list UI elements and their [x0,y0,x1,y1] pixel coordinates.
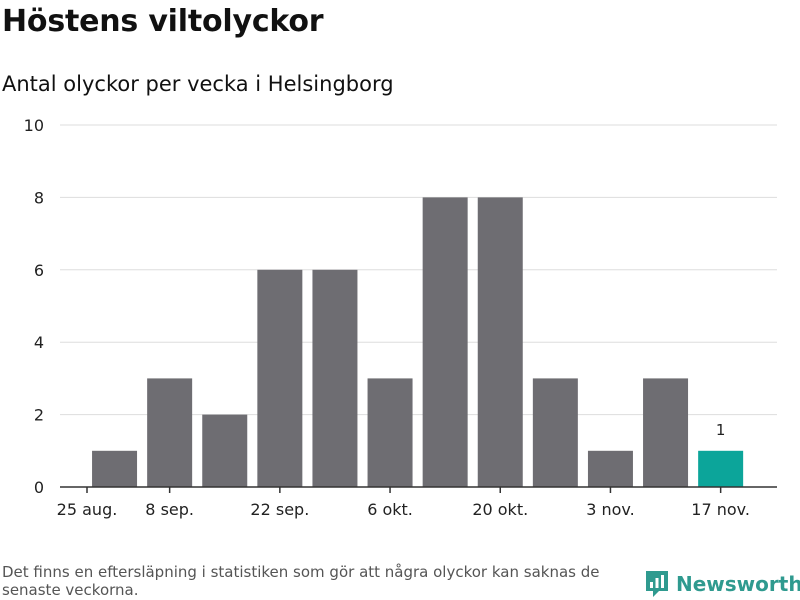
x-tick-label: 6 okt. [367,500,413,519]
x-tick-label: 8 sep. [145,500,194,519]
y-tick-label: 8 [34,188,44,207]
bar [147,378,193,487]
x-tick-label: 22 sep. [250,500,309,519]
y-tick-label: 6 [34,261,44,280]
x-tick-label: 25 aug. [57,500,118,519]
y-tick-label: 2 [34,406,44,425]
brand-logo: Newsworthy [644,569,800,599]
bar [698,450,744,487]
bar [92,450,138,487]
bar [643,378,689,487]
bar [312,269,358,487]
y-tick-label: 10 [24,116,44,135]
footnote: Det finns en eftersläpning i statistiken… [2,563,600,599]
bar [202,414,248,487]
x-tick-label: 20 okt. [472,500,528,519]
brand-name: Newsworthy [676,572,800,596]
y-tick-label: 4 [34,333,44,352]
bar [367,378,413,487]
bar [532,378,578,487]
bar [257,269,303,487]
bar-chart: 0 2 4 6 8 10 1 25 aug. 8 sep. 22 sep. 6 okt. 20 okt… [24,116,777,519]
x-tick-label: 3 nov. [586,500,635,519]
bar [587,450,633,487]
bar [422,197,468,487]
chart-title: Höstens viltolyckor [2,4,324,39]
y-tick-label: 0 [34,478,44,497]
bar [477,197,523,487]
chart-subtitle: Antal olyckor per vecka i Helsingborg [2,72,394,96]
x-tick-label: 17 nov. [691,500,750,519]
newsworthy-logo-icon [646,571,668,597]
data-label: 1 [716,421,726,439]
